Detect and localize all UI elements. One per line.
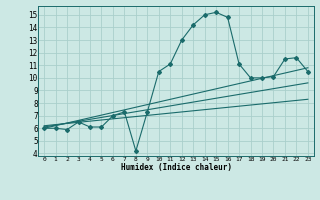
X-axis label: Humidex (Indice chaleur): Humidex (Indice chaleur) bbox=[121, 163, 231, 172]
